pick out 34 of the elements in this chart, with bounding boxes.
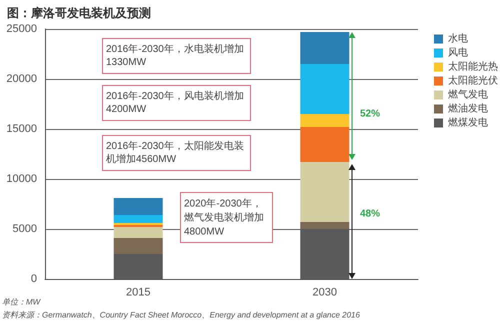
text: 单位：MW — [2, 298, 42, 306]
annotation: 2020年-2030年，燃气发电装机增加4800MW — [184, 198, 264, 238]
y-tick-label: 15000 — [6, 123, 37, 135]
y-tick-label: 5000 — [12, 223, 37, 235]
y-tick-label: 0 — [30, 273, 37, 285]
y-tick-label: 20000 — [6, 73, 37, 85]
text: 资料来源：Germanwatch、Country Fact Sheet Morocco、Energy and development at a glance 2016 — [2, 310, 360, 320]
annotation: 2016年-2030年，水电装机增加1330MW — [106, 43, 244, 68]
annotation: 2016年-2030年，太阳能发电装机增加4560MW — [106, 140, 244, 165]
x-tick-label: 2015 — [126, 286, 150, 298]
annotation: 48% — [360, 208, 380, 220]
annotation: 52% — [360, 108, 380, 120]
legend-label: 太阳能光热 — [448, 60, 498, 72]
bar — [114, 198, 163, 215]
legend-label: 燃油发电 — [448, 102, 488, 114]
x-tick-label: 2030 — [312, 286, 337, 298]
bar — [300, 32, 350, 64]
legend-label: 太阳能光伏 — [448, 74, 498, 86]
y-tick-label: 10000 — [6, 173, 37, 185]
bar — [300, 222, 350, 229]
bar — [300, 127, 350, 162]
bar — [300, 114, 350, 127]
chart-title: 图：摩洛哥发电装机及预测 — [7, 6, 151, 20]
legend-label: 燃煤发电 — [448, 116, 488, 128]
legend-label: 水电 — [448, 32, 468, 44]
bar — [114, 238, 163, 254]
bar — [300, 162, 350, 222]
bar — [114, 227, 163, 238]
y-tick-label: 25000 — [6, 23, 37, 35]
bar — [114, 215, 163, 223]
annotation: 2016年-2030年，风电装机增加4200MW — [106, 90, 244, 115]
bar — [300, 64, 350, 114]
legend-label: 风电 — [448, 46, 468, 58]
legend-label: 燃气发电 — [448, 88, 488, 100]
